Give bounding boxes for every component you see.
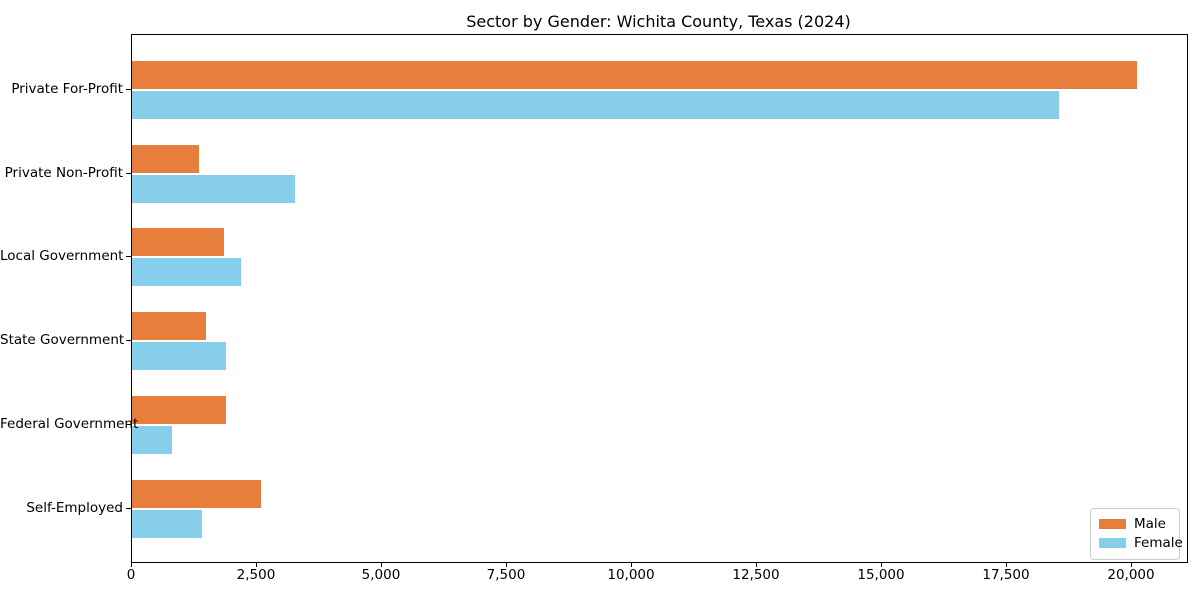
x-tick-label-17500: 17,500 xyxy=(982,567,1030,583)
bar-male-private-for-profit xyxy=(132,60,1137,89)
y-tick-mark xyxy=(126,340,131,342)
x-tick-label-15000: 15,000 xyxy=(857,567,905,583)
x-tick-label-10000: 10,000 xyxy=(607,567,655,583)
bar-male-self-employed xyxy=(132,479,261,508)
x-tick-mark xyxy=(881,562,882,567)
y-tick-mark xyxy=(126,172,131,174)
y-axis-label-self-employed: Self-Employed xyxy=(26,499,123,516)
bar-female-local-government xyxy=(132,258,241,287)
legend-swatch-female xyxy=(1099,538,1126,548)
y-tick-mark xyxy=(126,507,131,509)
x-tick-mark xyxy=(131,562,132,567)
y-axis-label-private-non-profit: Private Non-Profit xyxy=(4,164,123,181)
x-tick-label-0: 0 xyxy=(126,567,136,583)
plot-area xyxy=(131,34,1188,563)
bar-male-state-government xyxy=(132,312,206,341)
bar-female-private-for-profit xyxy=(132,90,1059,119)
legend-label-female: Female xyxy=(1134,535,1183,551)
y-axis-label-federal-government: Federal Government xyxy=(0,416,139,432)
x-tick-mark xyxy=(256,562,257,567)
y-axis-label-local-government: Local Government xyxy=(0,248,124,265)
y-axis-label-private-for-profit: Private For-Profit xyxy=(11,80,123,97)
bar-male-private-non-profit xyxy=(132,144,199,173)
chart-title: Sector by Gender: Wichita County, Texas … xyxy=(466,12,851,31)
y-tick-mark xyxy=(126,88,131,90)
x-tick-label-5000: 5,000 xyxy=(361,567,401,583)
legend: Male Female xyxy=(1090,508,1183,560)
x-tick-mark xyxy=(1131,562,1132,567)
y-tick-mark xyxy=(126,256,131,258)
x-tick-label-20000: 20,000 xyxy=(1107,567,1155,583)
x-tick-mark xyxy=(1006,562,1007,567)
legend-item-male: Male xyxy=(1099,515,1171,533)
legend-swatch-male xyxy=(1099,519,1126,529)
x-tick-mark xyxy=(631,562,632,567)
x-tick-label-7500: 7,500 xyxy=(486,567,526,583)
bar-female-state-government xyxy=(132,342,226,371)
x-tick-label-2500: 2,500 xyxy=(236,567,276,583)
legend-item-female: Female xyxy=(1099,534,1183,552)
legend-label-male: Male xyxy=(1134,516,1166,532)
bar-female-self-employed xyxy=(132,509,202,538)
bar-male-local-government xyxy=(132,228,224,257)
y-tick-mark xyxy=(126,424,131,425)
bar-male-federal-government xyxy=(132,396,226,424)
x-tick-label-12500: 12,500 xyxy=(732,567,780,583)
x-tick-mark xyxy=(756,562,757,567)
x-tick-mark xyxy=(506,562,507,567)
y-axis-label-state-government: State Government xyxy=(0,332,125,349)
bar-female-private-non-profit xyxy=(132,174,295,203)
x-tick-mark xyxy=(381,562,382,567)
bar-female-federal-government xyxy=(132,426,172,454)
